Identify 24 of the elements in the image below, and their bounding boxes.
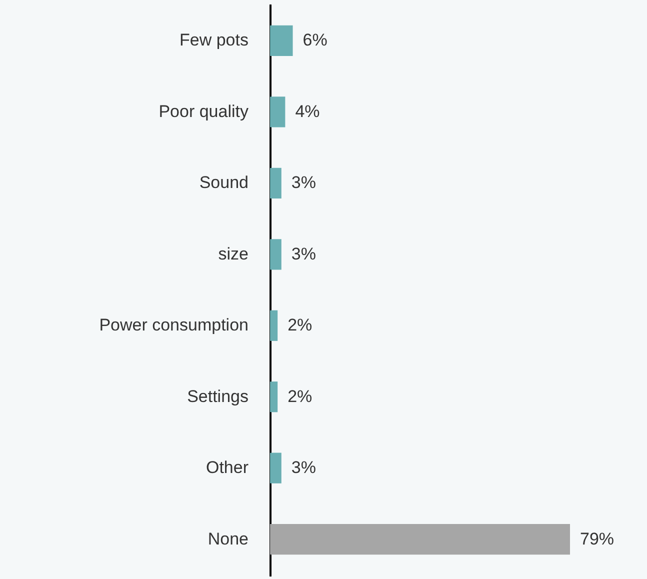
bar [270, 168, 282, 198]
y-tick-label: size [218, 244, 248, 264]
y-tick-label: Settings [187, 386, 248, 406]
y-tick-label: Power consumption [99, 316, 248, 335]
bar [270, 310, 278, 341]
y-tick-label: Sound [199, 173, 248, 192]
y-tick-label: Poor quality [158, 102, 249, 121]
y-tick-label: Few pots [180, 30, 248, 50]
bar [270, 96, 286, 128]
bar [270, 25, 293, 56]
bar [270, 452, 282, 484]
data-label: 3% [291, 458, 316, 478]
bar [270, 524, 570, 555]
data-label: 3% [291, 244, 316, 264]
data-label: 6% [302, 30, 328, 50]
bar [270, 239, 282, 270]
data-label: 3% [291, 173, 316, 192]
data-label: 4% [295, 102, 320, 121]
y-tick-label: Other [206, 458, 249, 478]
bar [270, 382, 278, 412]
y-tick-label: None [208, 529, 248, 548]
data-label: 79% [580, 529, 614, 548]
data-label: 2% [288, 316, 312, 335]
data-label: 2% [288, 386, 312, 406]
